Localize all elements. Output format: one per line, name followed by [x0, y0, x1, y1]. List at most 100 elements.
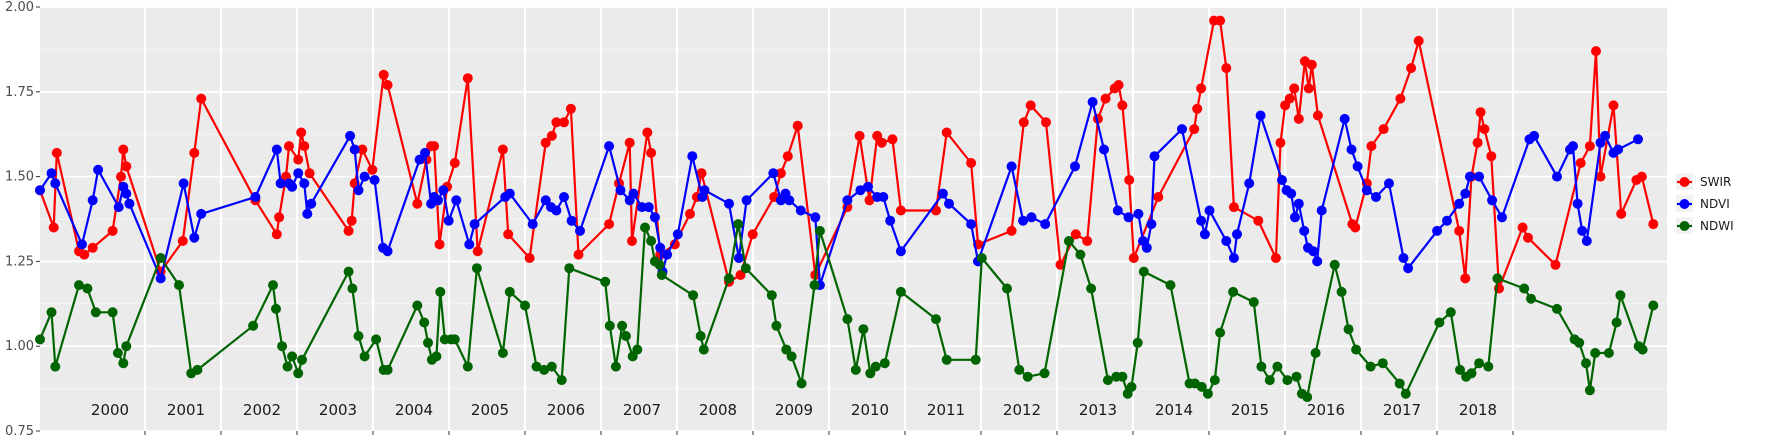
data-point-ndvi [1244, 178, 1255, 189]
data-point-ndwi [423, 337, 433, 348]
data-point-ndvi [1432, 225, 1443, 236]
data-point-ndwi [531, 361, 542, 372]
data-point-swir [792, 120, 803, 131]
data-point-ndvi [1371, 192, 1381, 202]
data-point-ndvi [842, 195, 853, 206]
data-point-ndvi [1087, 97, 1098, 107]
legend-key-marker [1679, 221, 1690, 231]
data-point-ndwi [976, 253, 987, 263]
data-point-ndvi [1568, 141, 1578, 152]
data-point-swir [540, 137, 551, 148]
data-point-ndvi [1026, 212, 1037, 223]
data-point-ndwi [347, 283, 358, 294]
data-point-swir [1595, 171, 1606, 182]
data-point-ndvi [1112, 205, 1123, 216]
data-point-ndvi [1600, 130, 1611, 141]
data-point-swir [1215, 15, 1226, 26]
data-point-ndwi [35, 334, 45, 345]
data-point-ndwi [654, 259, 665, 270]
data-point-ndwi [50, 361, 61, 372]
data-point-ndvi [687, 151, 698, 162]
year-label: 2003 [319, 401, 357, 419]
data-point-ndwi [1014, 364, 1025, 375]
data-point-ndvi [855, 185, 866, 196]
data-point-ndvi [1293, 198, 1304, 209]
data-point-swir [1413, 35, 1424, 46]
data-point-ndwi [1063, 236, 1074, 246]
data-point-ndvi [551, 205, 562, 216]
data-point-ndwi [287, 351, 298, 362]
data-point-swir [1575, 158, 1586, 168]
data-point-swir [177, 236, 188, 246]
data-point-ndvi [741, 195, 752, 206]
data-point-ndwi [297, 354, 307, 365]
data-point-ndwi [1519, 283, 1530, 294]
series-layer [35, 15, 1659, 403]
data-point-ndwi [970, 354, 981, 365]
data-point-ndwi [107, 307, 118, 318]
data-point-swir [735, 270, 746, 280]
year-label: 2001 [167, 401, 205, 419]
data-point-ndwi [46, 307, 57, 318]
data-point-ndwi [1075, 249, 1086, 260]
data-point-swir [1153, 192, 1164, 202]
data-point-ndvi [369, 175, 380, 185]
data-point-swir [887, 134, 898, 145]
data-point-ndwi [1272, 361, 1283, 372]
data-point-ndwi [1343, 324, 1354, 335]
data-point-swir [412, 198, 423, 209]
data-point-swir [1192, 103, 1203, 114]
data-point-ndwi [1282, 375, 1293, 386]
data-point-swir [79, 249, 90, 260]
legend-label: SWIR [1700, 175, 1731, 189]
data-point-swir [1350, 222, 1361, 233]
data-point-swir [1472, 137, 1483, 148]
data-point-ndwi [1474, 358, 1485, 369]
data-point-swir [1479, 124, 1490, 135]
data-point-swir [51, 147, 62, 158]
y-tick-label: 1.75 [5, 85, 34, 100]
data-point-ndvi [293, 168, 304, 179]
data-point-ndvi [795, 205, 806, 216]
data-point-ndwi [268, 280, 278, 291]
data-point-ndvi [433, 195, 443, 206]
data-point-ndvi [438, 185, 449, 196]
data-point-ndwi [931, 314, 941, 325]
data-point-ndvi [414, 154, 425, 165]
data-point-swir [1041, 117, 1051, 128]
data-point-swir [503, 229, 514, 240]
data-point-swir [876, 137, 887, 148]
data-point-ndwi [1648, 300, 1659, 311]
data-point-ndvi [575, 225, 585, 236]
data-point-ndvi [1177, 124, 1187, 135]
data-point-ndvi [1613, 144, 1624, 155]
data-point-swir [1221, 63, 1232, 74]
data-point-swir [1113, 80, 1124, 90]
data-point-ndvi [1299, 225, 1310, 236]
data-point-swir [1228, 202, 1239, 213]
data-point-swir [573, 249, 584, 260]
data-point-ndvi [1497, 212, 1507, 223]
data-point-ndvi [1464, 171, 1475, 182]
data-point-ndwi [620, 331, 631, 341]
data-point-ndwi [112, 348, 123, 358]
data-point-ndvi [1228, 253, 1239, 263]
year-label: 2008 [699, 401, 737, 419]
data-point-ndwi [632, 344, 643, 355]
data-point-swir [1406, 63, 1417, 74]
data-point-ndvi [1572, 198, 1583, 209]
data-point-ndvi [271, 144, 282, 155]
data-point-ndvi [1099, 144, 1109, 155]
data-point-swir [429, 141, 440, 152]
data-point-ndvi [1232, 229, 1242, 240]
data-point-ndwi [271, 303, 281, 314]
data-point-ndwi [1039, 368, 1050, 379]
data-point-swir [1124, 175, 1135, 185]
data-point-swir [378, 69, 389, 80]
data-point-ndwi [771, 320, 782, 331]
data-point-ndvi [1339, 113, 1350, 124]
data-point-ndvi [1006, 161, 1017, 172]
legend-key-marker [1679, 199, 1690, 209]
data-point-swir [118, 144, 129, 155]
data-point-swir [1270, 253, 1281, 263]
